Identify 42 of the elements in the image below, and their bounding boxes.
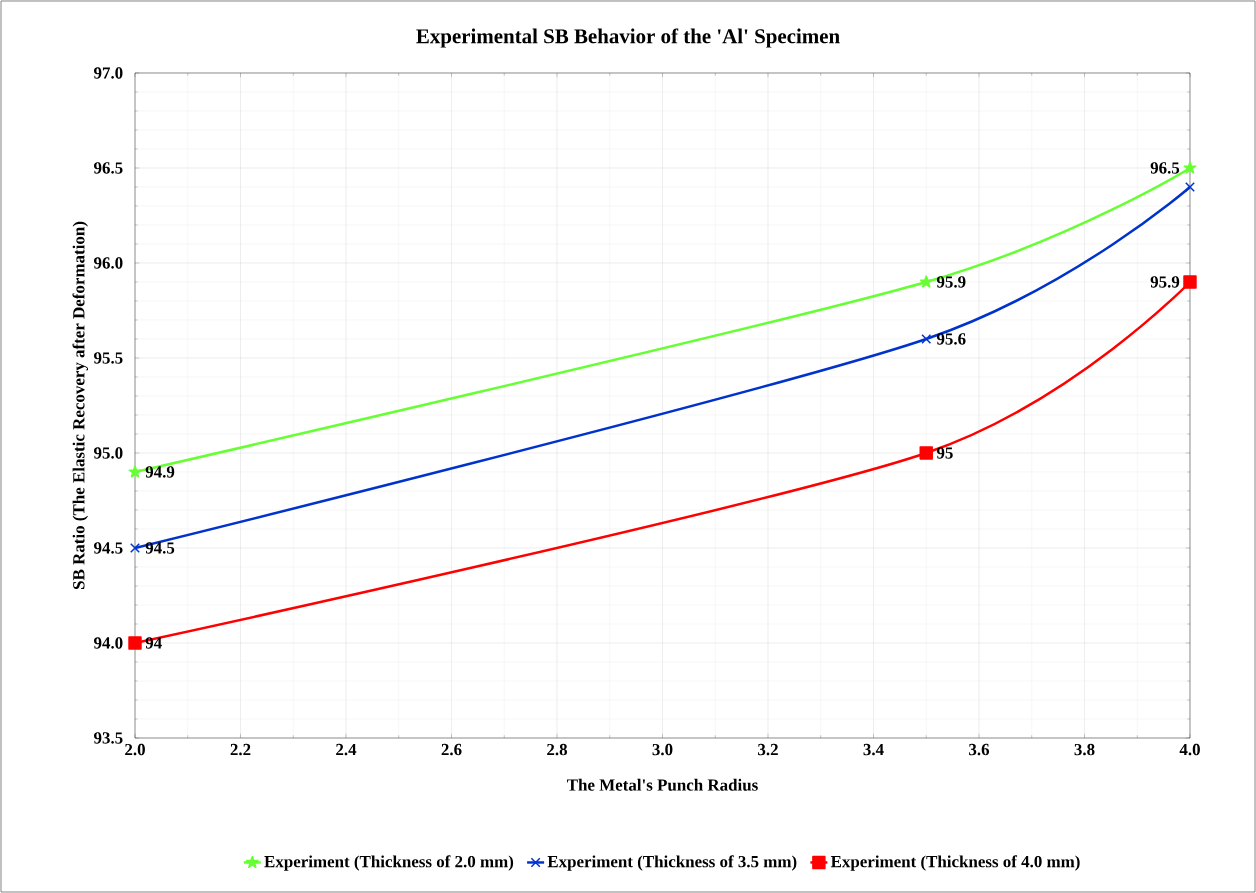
y-tick-label: 95.5 [93,352,123,364]
data-label: 94 [145,637,162,649]
point [128,465,142,478]
point [130,543,140,553]
x-tick-label: 3.2 [758,743,778,756]
data-label: 94.9 [145,466,175,478]
legend-label: Experiment (Thickness of 4.0 mm) [830,855,1080,871]
x-tick-label: 2.2 [230,743,251,756]
y-tick-label: 93.5 [93,732,123,744]
point [1183,161,1197,174]
x-tick-label: 2.6 [441,743,462,756]
data-label: 94.5 [145,542,175,554]
y-tick-label: 97.0 [93,67,123,79]
data-label: 95 [936,447,953,459]
point [1185,182,1195,192]
x-tick-label: 2.8 [547,743,568,756]
y-tick-label: 95.0 [93,447,123,459]
point [919,446,933,460]
y-tick-label: 94.5 [93,542,123,554]
legend-label: Experiment (Thickness of 2.0 mm) [264,855,514,871]
x-tick-label: 3.6 [969,743,990,756]
x-axis-title: The Metal's Punch Radius [567,778,758,791]
data-label: 95.9 [1150,276,1180,288]
data-label: 95.9 [936,276,966,288]
x-tick-label: 2.0 [125,743,145,756]
x-tick-label: 3.4 [863,743,884,756]
point [1183,275,1197,289]
data-label: 96.5 [1150,162,1180,174]
y-axis-title: SB Ratio (The Elastic Recovery after Deformation) [72,221,89,589]
y-tick-label: 96.5 [93,162,123,174]
chart-title: Experimental SB Behavior of the 'Al' Specimen [416,28,840,48]
x-tick-label: 4.0 [1179,743,1200,756]
point [919,275,933,288]
x-tick-label: 3.8 [1074,743,1095,756]
point [921,334,932,344]
point [128,636,142,650]
x-tick-label: 3.0 [652,743,673,756]
y-tick-label: 96.0 [93,257,123,269]
x-tick-label: 2.4 [336,743,357,756]
legend-label: Experiment (Thickness of 3.5 mm) [547,855,797,871]
y-tick-label: 94.0 [93,637,123,649]
data-label: 95.6 [936,333,966,345]
